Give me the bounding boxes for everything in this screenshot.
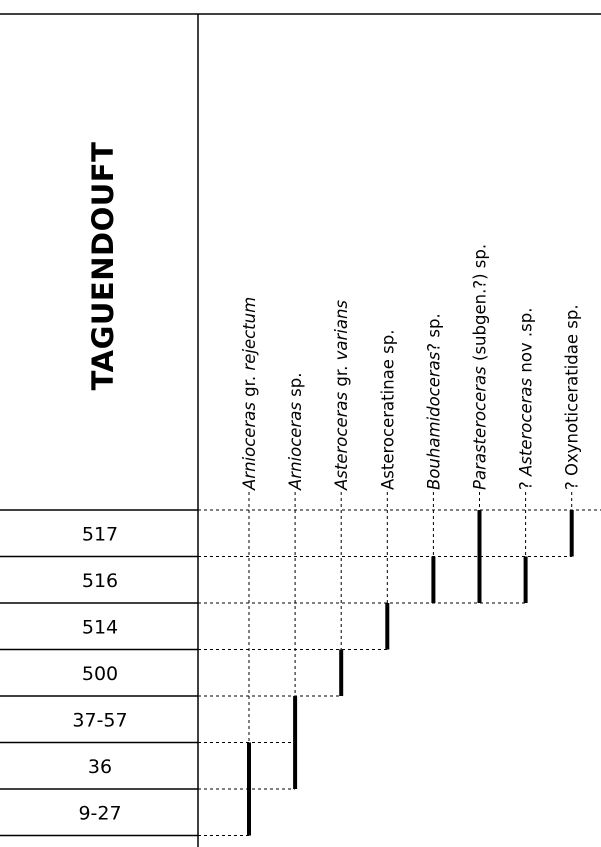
sample-label: 516 bbox=[82, 570, 118, 592]
taxon-label: Arnioceras gr. rejectum bbox=[240, 297, 259, 491]
sample-rows: 517 516 514 500 37-57 36 9-27 bbox=[0, 509, 198, 837]
sample-label: 500 bbox=[82, 663, 118, 685]
sample-label: 36 bbox=[88, 756, 112, 778]
sample-label: 37-57 bbox=[72, 709, 127, 731]
section-title: TAGUENDOUFT bbox=[86, 142, 120, 391]
sample-label: 514 bbox=[82, 616, 118, 638]
taxon-label: ? Asteroceras nov .sp. bbox=[517, 308, 536, 491]
sample-label: 517 bbox=[82, 523, 118, 545]
taxon-label: Bouhamidoceras? sp. bbox=[424, 313, 443, 490]
taxon-label: Arnioceras sp. bbox=[286, 373, 305, 492]
sample-label: 9-27 bbox=[78, 802, 121, 824]
taxon-label: Asteroceratinae sp. bbox=[378, 330, 397, 490]
taxon-label: Parasteroceras (subgen.?) sp. bbox=[471, 244, 490, 490]
taxa-columns: Arnioceras gr. rejectum Arnioceras sp. Ast… bbox=[198, 244, 601, 836]
taxon-label: Asteroceras gr. varians bbox=[332, 300, 351, 491]
taxon-label: ? Oxynoticeratidae sp. bbox=[563, 304, 582, 490]
